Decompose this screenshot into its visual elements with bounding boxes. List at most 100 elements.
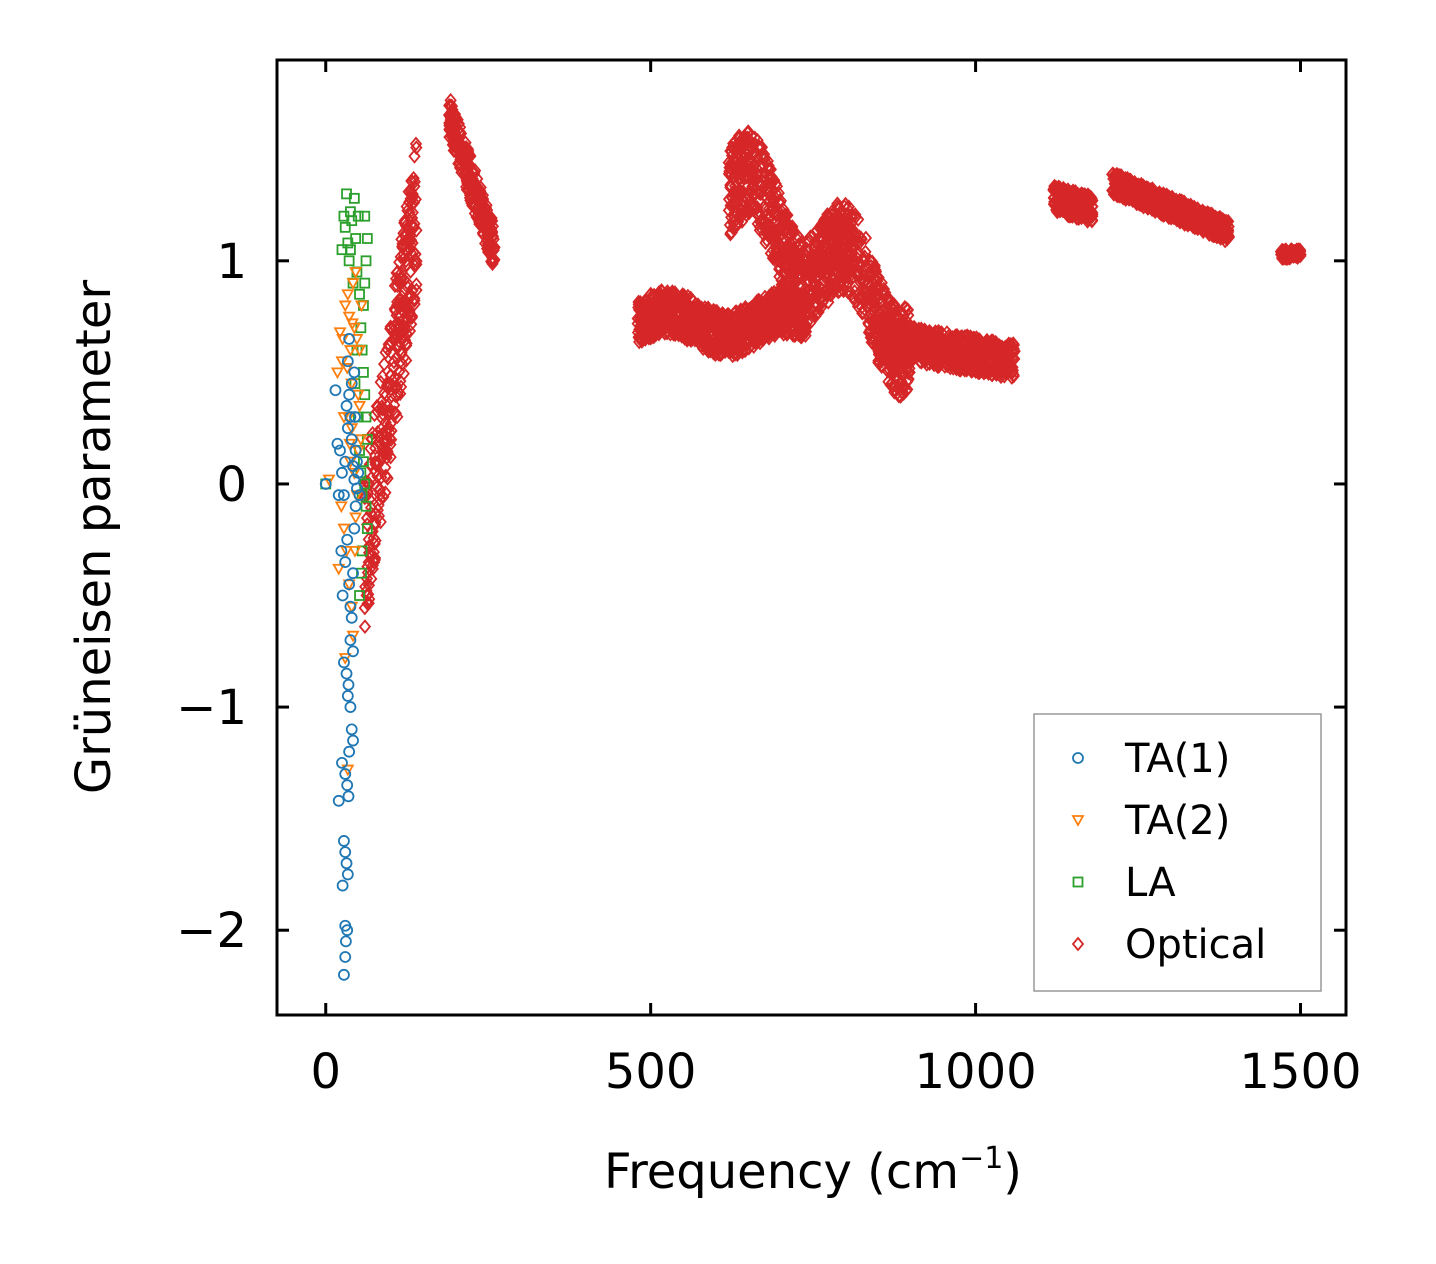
- data-point: [403, 304, 416, 320]
- data-point: [405, 173, 418, 189]
- data-point: [446, 102, 459, 118]
- data-point: [769, 207, 783, 223]
- data-point: [728, 205, 742, 221]
- data-point: [390, 349, 403, 365]
- data-point: [390, 307, 403, 323]
- data-point: [633, 322, 646, 338]
- data-point: [479, 215, 492, 231]
- data-point: [753, 207, 766, 223]
- data-point: [388, 333, 401, 349]
- data-point: [771, 222, 784, 238]
- data-point: [1142, 184, 1155, 200]
- data-point: [820, 257, 833, 273]
- data-point: [969, 364, 982, 379]
- data-point: [641, 315, 654, 331]
- data-point: [967, 354, 980, 370]
- data-point: [831, 249, 844, 265]
- data-point: [352, 210, 364, 222]
- data-point: [841, 284, 855, 300]
- data-point: [985, 352, 998, 368]
- data-point: [358, 619, 372, 635]
- data-point: [375, 470, 388, 485]
- x-tick-label: 1000: [915, 1044, 1037, 1100]
- data-point: [905, 324, 919, 339]
- data-point: [700, 340, 714, 356]
- data-point: [1067, 194, 1080, 210]
- data-point: [801, 293, 815, 309]
- data-point: [632, 300, 645, 315]
- data-point: [876, 346, 889, 362]
- data-point: [817, 293, 830, 308]
- data-point: [407, 218, 420, 234]
- data-point: [348, 366, 361, 379]
- data-point: [723, 217, 737, 233]
- data-point: [371, 399, 385, 414]
- data-point: [775, 203, 788, 219]
- data-point: [878, 316, 892, 331]
- legend-item-la: LA: [1072, 860, 1176, 906]
- data-point: [476, 191, 490, 207]
- data-point: [965, 336, 978, 352]
- data-point: [884, 350, 898, 366]
- data-point: [352, 466, 365, 479]
- data-point: [340, 545, 354, 558]
- data-point: [398, 314, 411, 330]
- legend-marker: [1072, 876, 1084, 888]
- data-point: [791, 292, 804, 308]
- data-point: [468, 163, 482, 178]
- data-point: [1113, 168, 1126, 184]
- data-point: [397, 246, 411, 262]
- data-point: [394, 386, 407, 402]
- data-point: [480, 202, 494, 218]
- data-point: [384, 319, 397, 335]
- data-point: [901, 372, 915, 388]
- data-point: [810, 236, 824, 251]
- data-point: [354, 300, 369, 313]
- y-tick-label: −1: [176, 680, 247, 736]
- data-point: [792, 229, 805, 245]
- data-point: [806, 285, 820, 301]
- data-point: [777, 215, 791, 231]
- data-point: [681, 332, 694, 348]
- data-point: [864, 266, 877, 282]
- data-point: [1145, 198, 1158, 214]
- data-point: [403, 204, 416, 220]
- data-point: [409, 246, 422, 262]
- data-point: [353, 400, 367, 413]
- data-point: [354, 590, 365, 601]
- data-point: [843, 252, 856, 268]
- data-point: [845, 271, 858, 287]
- data-point: [331, 437, 344, 450]
- data-point: [374, 374, 387, 390]
- data-point: [793, 267, 807, 283]
- data-point: [343, 456, 357, 469]
- data-point: [344, 411, 357, 423]
- legend-item-ta2: TA(2): [1071, 798, 1230, 844]
- data-point: [361, 233, 373, 244]
- data-point: [336, 879, 349, 892]
- data-point: [349, 444, 362, 457]
- data-point: [733, 134, 746, 150]
- data-point: [901, 381, 914, 397]
- data-point: [805, 302, 819, 318]
- data-point: [1006, 349, 1019, 365]
- data-point: [741, 332, 755, 348]
- data-point: [1197, 223, 1210, 239]
- data-point: [330, 367, 344, 380]
- legend-label: LA: [1125, 860, 1176, 906]
- data-point: [351, 455, 363, 468]
- data-point: [801, 314, 814, 330]
- data-point: [732, 131, 745, 147]
- data-point: [361, 565, 375, 580]
- data-point: [367, 554, 381, 570]
- x-tick-label: 1500: [1239, 1044, 1361, 1100]
- data-point: [832, 257, 845, 273]
- data-point: [949, 331, 962, 347]
- data-point: [341, 289, 355, 302]
- data-point: [734, 311, 748, 327]
- data-point: [755, 313, 768, 329]
- data-point: [333, 327, 347, 340]
- data-point: [477, 220, 491, 236]
- data-point: [336, 756, 348, 769]
- data-point: [818, 258, 832, 274]
